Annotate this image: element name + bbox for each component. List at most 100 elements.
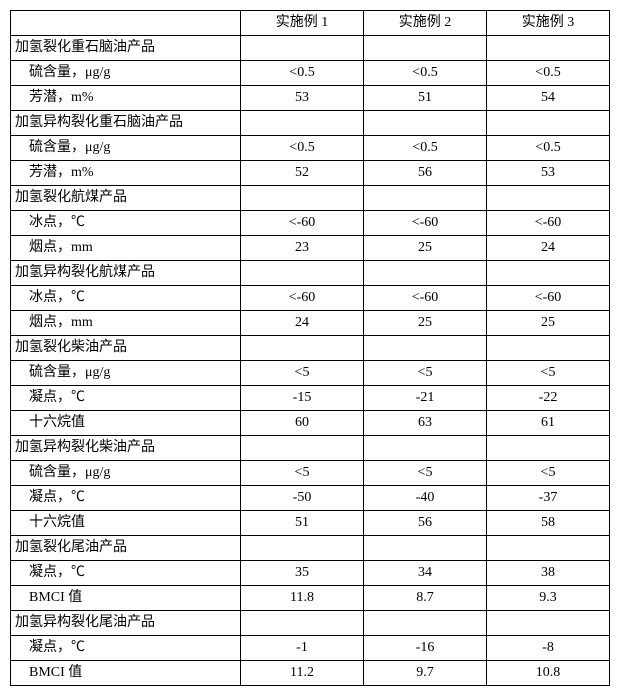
section-title: 加氢异构裂化重石脑油产品 [11,111,241,136]
header-blank [11,11,241,36]
data-row: 凝点，℃353438 [11,561,610,586]
section-blank [241,261,364,286]
section-title: 加氢裂化尾油产品 [11,536,241,561]
header-col3: 实施例 3 [487,11,610,36]
section-blank [241,186,364,211]
data-row: 硫含量，μg/g<5<5<5 [11,461,610,486]
data-row: 硫含量，μg/g<5<5<5 [11,361,610,386]
section-blank [487,261,610,286]
data-row: BMCI 值11.88.79.3 [11,586,610,611]
row-value-1: -50 [241,486,364,511]
product-spec-table: 实施例 1实施例 2实施例 3加氢裂化重石脑油产品硫含量，μg/g<0.5<0.… [10,10,610,686]
row-value-3: -37 [487,486,610,511]
row-value-2: 25 [364,236,487,261]
row-value-3: <5 [487,361,610,386]
row-value-2: 25 [364,311,487,336]
section-blank [364,261,487,286]
data-row: BMCI 值11.29.710.8 [11,661,610,686]
row-value-1: 11.8 [241,586,364,611]
data-row: 烟点，mm242525 [11,311,610,336]
row-value-3: 9.3 [487,586,610,611]
row-label: 烟点，mm [11,236,241,261]
section-blank [487,36,610,61]
row-value-3: -8 [487,636,610,661]
row-value-1: <-60 [241,211,364,236]
row-value-1: <0.5 [241,61,364,86]
section-title: 加氢异构裂化柴油产品 [11,436,241,461]
row-value-2: 56 [364,511,487,536]
row-label: 凝点，℃ [11,636,241,661]
row-value-1: -1 [241,636,364,661]
section-blank [241,436,364,461]
row-value-2: <-60 [364,286,487,311]
row-value-1: 24 [241,311,364,336]
section-blank [241,111,364,136]
section-row: 加氢裂化航煤产品 [11,186,610,211]
row-value-2: 9.7 [364,661,487,686]
section-title: 加氢裂化柴油产品 [11,336,241,361]
row-label: 硫含量，μg/g [11,136,241,161]
section-row: 加氢异构裂化重石脑油产品 [11,111,610,136]
row-value-2: -16 [364,636,487,661]
row-value-2: 8.7 [364,586,487,611]
row-label: 凝点，℃ [11,561,241,586]
header-col2: 实施例 2 [364,11,487,36]
header-row: 实施例 1实施例 2实施例 3 [11,11,610,36]
row-value-2: -40 [364,486,487,511]
row-label: 芳潜，m% [11,86,241,111]
row-label: 冰点，℃ [11,286,241,311]
row-value-1: -15 [241,386,364,411]
section-blank [487,436,610,461]
row-value-1: 53 [241,86,364,111]
data-row: 烟点，mm232524 [11,236,610,261]
data-row: 凝点，℃-50-40-37 [11,486,610,511]
section-blank [364,536,487,561]
section-blank [487,111,610,136]
row-label: 芳潜，m% [11,161,241,186]
section-blank [241,336,364,361]
row-value-1: <5 [241,361,364,386]
row-value-3: 58 [487,511,610,536]
data-row: 十六烷值515658 [11,511,610,536]
section-blank [487,186,610,211]
row-label: 凝点，℃ [11,386,241,411]
row-value-2: <5 [364,461,487,486]
section-blank [487,536,610,561]
row-value-2: 51 [364,86,487,111]
section-row: 加氢异构裂化柴油产品 [11,436,610,461]
row-value-3: 53 [487,161,610,186]
row-label: 十六烷值 [11,511,241,536]
section-row: 加氢裂化尾油产品 [11,536,610,561]
row-label: 烟点，mm [11,311,241,336]
row-value-3: -22 [487,386,610,411]
row-value-1: <0.5 [241,136,364,161]
data-row: 硫含量，μg/g<0.5<0.5<0.5 [11,136,610,161]
row-value-3: 25 [487,311,610,336]
row-value-3: <0.5 [487,61,610,86]
row-value-2: -21 [364,386,487,411]
section-blank [241,36,364,61]
row-value-3: 24 [487,236,610,261]
header-col1: 实施例 1 [241,11,364,36]
section-blank [364,36,487,61]
row-value-1: 11.2 [241,661,364,686]
row-label: 冰点，℃ [11,211,241,236]
data-row: 芳潜，m%535154 [11,86,610,111]
section-title: 加氢裂化航煤产品 [11,186,241,211]
row-value-3: <0.5 [487,136,610,161]
data-row: 十六烷值606361 [11,411,610,436]
row-value-3: <-60 [487,286,610,311]
row-label: 凝点，℃ [11,486,241,511]
section-blank [364,111,487,136]
row-value-3: <-60 [487,211,610,236]
row-value-2: <5 [364,361,487,386]
row-label: BMCI 值 [11,586,241,611]
section-blank [241,536,364,561]
row-value-1: 52 [241,161,364,186]
data-row: 冰点，℃<-60<-60<-60 [11,286,610,311]
section-blank [364,436,487,461]
section-title: 加氢裂化重石脑油产品 [11,36,241,61]
row-value-2: 63 [364,411,487,436]
data-row: 硫含量，μg/g<0.5<0.5<0.5 [11,61,610,86]
section-blank [364,336,487,361]
